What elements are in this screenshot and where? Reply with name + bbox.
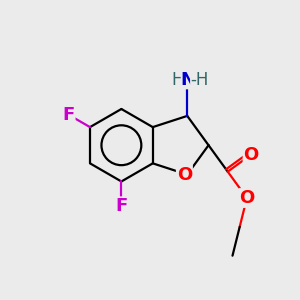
Text: F: F: [115, 197, 128, 215]
Text: H: H: [172, 71, 184, 89]
Text: N: N: [181, 71, 196, 89]
Text: -H: -H: [190, 71, 208, 89]
Text: O: O: [177, 166, 192, 184]
Text: F: F: [62, 106, 75, 124]
Text: O: O: [239, 189, 254, 207]
Text: O: O: [244, 146, 259, 164]
